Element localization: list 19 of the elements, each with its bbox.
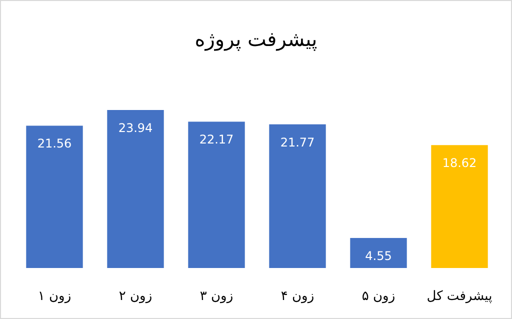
data-label: 21.56: [37, 136, 72, 151]
data-label: 4.55: [365, 248, 392, 263]
bar: [107, 110, 164, 268]
x-tick-label: پیشرفت کل: [426, 289, 493, 304]
bar: [431, 145, 488, 268]
bar: [26, 126, 83, 268]
data-label: 21.77: [280, 135, 315, 150]
x-tick-label: زون ۱: [38, 289, 72, 304]
x-tick-label: زون ۵: [362, 289, 396, 304]
x-tick-label: زون ۴: [280, 289, 314, 304]
bar: [350, 238, 407, 268]
data-label: 22.17: [199, 132, 234, 147]
bar: [269, 124, 326, 268]
x-tick-label: زون ۲: [118, 289, 152, 304]
data-label: 23.94: [118, 121, 153, 135]
chart-title: پیشرفت پروژه: [194, 27, 318, 51]
x-tick-label: زون ۳: [200, 289, 234, 304]
data-label: 18.62: [442, 156, 477, 170]
bar: [188, 122, 245, 268]
